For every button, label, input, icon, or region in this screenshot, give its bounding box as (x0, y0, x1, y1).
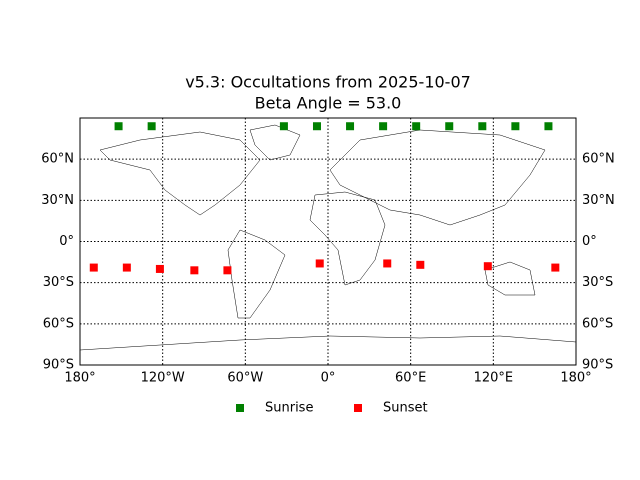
point (279, 122, 288, 131)
legend-label: Sunrise (265, 401, 313, 416)
point (483, 262, 492, 271)
y-tick-label-right: 60°S (582, 316, 613, 331)
point (511, 122, 520, 131)
y-tick-label: 60°S (43, 316, 74, 331)
y-tick-label: 0° (59, 234, 74, 249)
y-tick-label: 90°S (43, 358, 74, 373)
point (89, 263, 98, 272)
x-tick-label: 60°W (227, 371, 263, 386)
y-tick-label-right: 30°N (582, 193, 615, 208)
legend-swatch (354, 404, 362, 412)
x-tick-label: 120°W (141, 371, 185, 386)
point (412, 122, 421, 131)
point (445, 122, 454, 131)
chart-subtitle: Beta Angle = 53.0 (255, 94, 402, 113)
x-tick-label: 60°E (395, 371, 426, 386)
coastlines (79, 124, 577, 351)
y-tick-label-right: 60°N (582, 152, 615, 167)
x-tick-label: 0° (321, 371, 336, 386)
y-tick-label: 30°N (41, 193, 74, 208)
y-tick-label-right: 0° (582, 234, 597, 249)
point (551, 263, 560, 272)
point (114, 122, 123, 131)
point (190, 266, 199, 275)
point (379, 122, 388, 131)
point (383, 259, 392, 268)
point (478, 122, 487, 131)
x-tick-label: 180° (64, 371, 95, 386)
point (122, 263, 131, 272)
x-tick-label: 180° (560, 371, 591, 386)
point (147, 122, 156, 131)
y-tick-label: 30°S (43, 275, 74, 290)
point (155, 264, 164, 273)
point (346, 122, 355, 131)
point (223, 266, 232, 275)
point (544, 122, 553, 131)
y-tick-label-right: 90°S (582, 358, 613, 373)
y-tick-label-right: 30°S (582, 275, 613, 290)
y-tick-label: 60°N (41, 152, 74, 167)
point (416, 260, 425, 269)
legend-label: Sunset (383, 401, 428, 416)
point (312, 122, 321, 131)
legend-swatch (236, 404, 244, 412)
x-tick-label: 120°E (474, 371, 514, 386)
point (315, 259, 324, 268)
chart-title: v5.3: Occultations from 2025-10-07 (185, 73, 471, 92)
